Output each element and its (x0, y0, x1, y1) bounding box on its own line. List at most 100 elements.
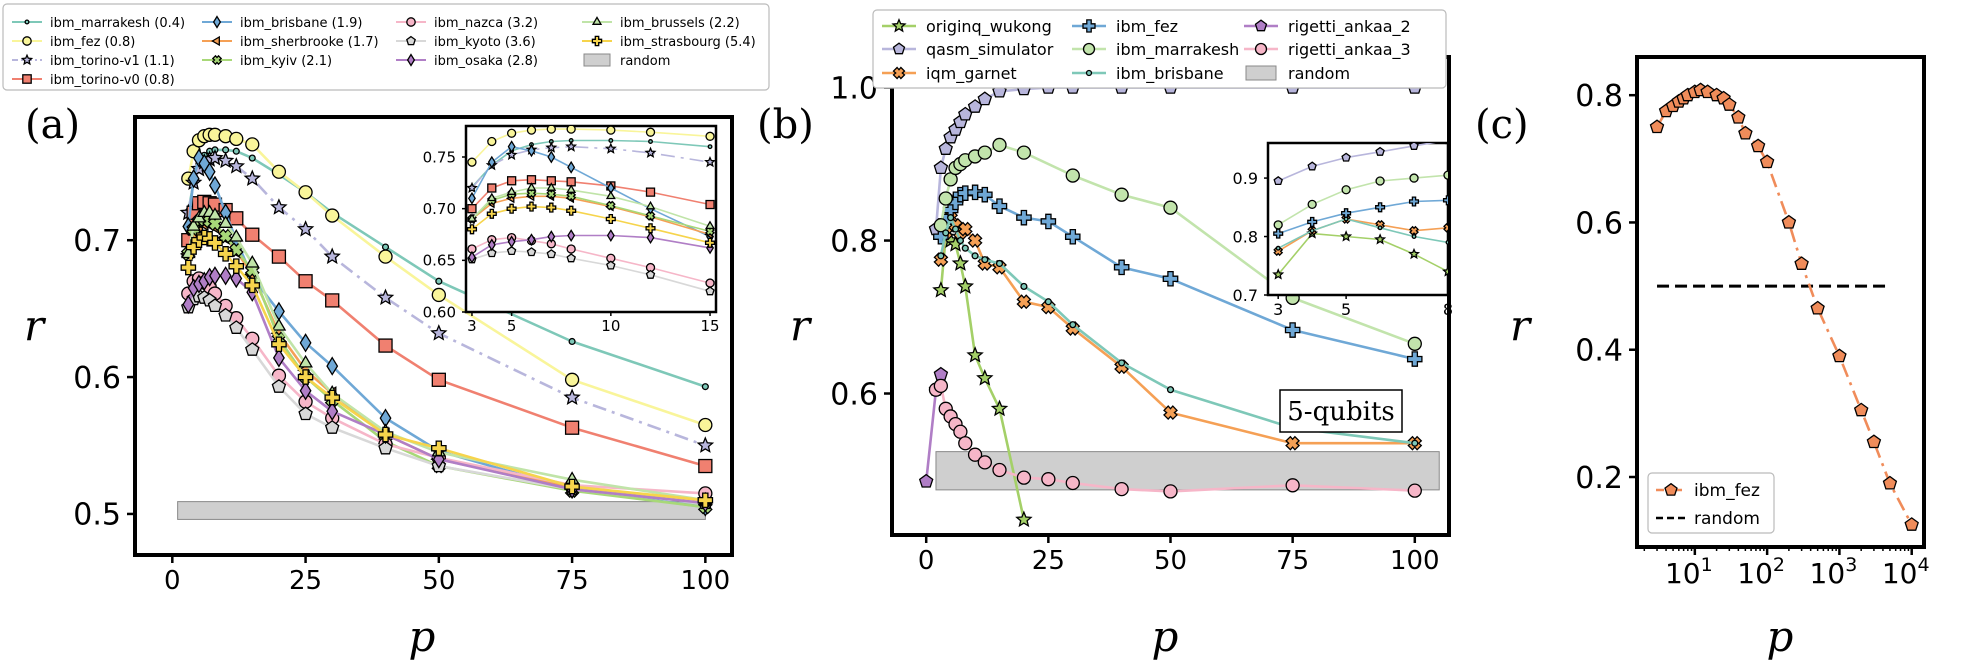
panel-b-series-4-point (1016, 145, 1032, 160)
panel-c-xtick-label: 102 (1737, 554, 1785, 590)
panel-c-series-0-point (1750, 138, 1766, 153)
panel-a-legend-marker (406, 53, 416, 67)
panel-b-series-7-point (1041, 472, 1056, 487)
panel-c-series-0-point (1649, 119, 1665, 134)
panel-a-inset-series-11-point (704, 237, 716, 248)
panel-a-inset-series-6-point (546, 189, 557, 200)
panel-a-series-2-point (243, 169, 262, 186)
panel-a-legend-label: ibm_torino-v0 (0.8) (50, 73, 175, 88)
panel-a-legend-marker (591, 35, 603, 47)
panel-b-series-3-point (1284, 322, 1301, 338)
panel-a-inset-series-10-point (486, 192, 497, 202)
panel-b-legend-label: qasm_simulator (926, 40, 1054, 60)
panel-a-series-10-point (244, 255, 260, 268)
panel-b-series-2-point (1163, 405, 1178, 421)
panel-a-series-1-point (431, 287, 446, 303)
panel-a-series-11-point (180, 259, 197, 276)
panel-a-inset-series-3-point (487, 183, 497, 193)
panel-b-series-3-point (1113, 259, 1130, 276)
panel-a-inset-series-6-point (566, 191, 577, 202)
panel-a-series-2-point (206, 148, 224, 166)
panel-b-xtick-label: 0 (918, 546, 935, 576)
panel-c: (c) 0.2 0.4 0.6 0.8 101 102 103 104 p r ibm_fez… (1475, 55, 1930, 661)
panel-a-inset-ytick-label: 0.60 (423, 303, 456, 321)
panel-b-legend-marker (1254, 19, 1268, 32)
panel-b-series-5-point (942, 229, 950, 237)
panel-a-series-9-point (208, 266, 221, 286)
panel-b-legend-label: rigetti_ankaa_3 (1288, 40, 1411, 60)
panel-b-inset-ytick-label: 0.7 (1233, 286, 1258, 305)
panel-b-inset-series-0-point (1442, 265, 1448, 277)
panel-a-series-10-point (271, 318, 287, 331)
panel-c-series-0-point (1810, 300, 1825, 315)
panel-a-series-9-point (299, 381, 312, 401)
panel-b-inset-series-4-point (1341, 185, 1351, 195)
panel-b-inset-series-4-point (1375, 176, 1385, 186)
panel-b-series-4-point (938, 191, 953, 206)
panel-b-inset-series-1-point (1375, 146, 1385, 156)
panel-a-series-1-point (564, 372, 580, 387)
panel-a-series-10-point (298, 354, 313, 368)
panel-b-series-7-point (1016, 470, 1032, 485)
panel-c-xlabel: p (1767, 612, 1794, 661)
panel-a-inset-series-11-point (566, 205, 577, 216)
panel-b-series-7-point (1114, 481, 1129, 497)
panel-b-legend: originq_wukong qasm_simulator iqm_garnet ib… (872, 9, 1447, 89)
panel-c-legend-marker (1664, 482, 1678, 496)
panel-b-series-5-point (1069, 321, 1077, 329)
panel-b-series-5-point (1166, 386, 1175, 394)
panel-b-series-1-point (933, 160, 949, 175)
panel-a-inset-series-8-point (546, 249, 557, 259)
panel-b-series-0-point (951, 254, 970, 271)
panel-b-inset-series-4-point (1512, 168, 1520, 176)
panel-a-inset-series-10-point (645, 200, 656, 210)
panel-a-series-8-point (245, 342, 260, 356)
panel-b-series-7-point (1163, 484, 1178, 499)
panel-a-legend-label: ibm_marrakesh (0.4) (50, 16, 185, 31)
panel-b-series-6-point (933, 366, 949, 381)
panel-a-legend-marker (406, 17, 416, 27)
panel-b-series-5-point (1411, 439, 1419, 447)
panel-a-legend-box (2, 3, 770, 91)
panel-b-series-2-point (957, 221, 973, 237)
panel-b-ytick-label: 0.8 (830, 224, 878, 259)
panel-a-inset-series-9-point (567, 229, 576, 242)
panel-a-inset-ytick-label: 0.75 (423, 148, 456, 166)
panel-b-inset-series-3-point (1375, 202, 1386, 213)
panel-a-series-3-point (229, 211, 244, 226)
panel-b-inset-series-7-point (1342, 367, 1350, 375)
panel-a-series-3-point (698, 458, 713, 474)
panel-b-series-7-point (977, 455, 992, 470)
panel-b-inset-series-2-point (1409, 225, 1419, 236)
panel-b-inset-series-5-point (1411, 234, 1417, 239)
panel-a-inset-series-2-point (644, 146, 657, 159)
panel-c-xtick-label: 101 (1665, 554, 1713, 590)
panel-a-inset-xtick-label: 5 (507, 317, 517, 335)
panel-c-series-0-point (1853, 402, 1869, 417)
panel-c-frame (1635, 55, 1926, 549)
panel-a-series-3-point (271, 249, 287, 264)
panel-b-inset-series-5-point (1514, 246, 1518, 250)
panel-a-series-11-point (431, 440, 447, 457)
panel-b-series-7-point (1407, 483, 1422, 498)
panel-a-xtick-label: 25 (289, 566, 322, 596)
panel-b-series-3-point (1064, 228, 1081, 245)
panel-a-xtick-label: 100 (681, 566, 731, 596)
panel-a-inset-series-0-point (707, 144, 713, 150)
panel-a-series-11-point (697, 492, 714, 509)
panel-a-inset-series-1-point (645, 127, 656, 137)
panel-a-inset-series-11-point (645, 223, 656, 234)
panel-a-legend-label: ibm_torino-v1 (1.1) (50, 54, 175, 69)
panel-a-inset-series-10-point (605, 190, 616, 200)
panel-a-frame (133, 115, 734, 557)
panel-a-random-band (177, 501, 706, 520)
panel-a-series-2-point (323, 247, 341, 265)
panel-a-legend-label: ibm_kyoto (3.6) (434, 35, 536, 50)
panel-b-xtick-label: 50 (1154, 546, 1187, 576)
panel-b-inset-series-5-point (1275, 245, 1281, 251)
panel-c-series-0-line (1655, 88, 1913, 526)
panel-a-series-8-point (298, 406, 313, 421)
panel-c-series-0-point (1722, 97, 1737, 111)
panel-b-legend-box (872, 9, 1447, 89)
panel-a-series-3-point (378, 338, 393, 353)
